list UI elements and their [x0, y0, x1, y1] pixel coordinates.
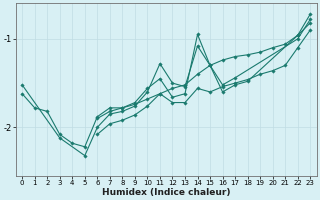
X-axis label: Humidex (Indice chaleur): Humidex (Indice chaleur) — [102, 188, 230, 197]
